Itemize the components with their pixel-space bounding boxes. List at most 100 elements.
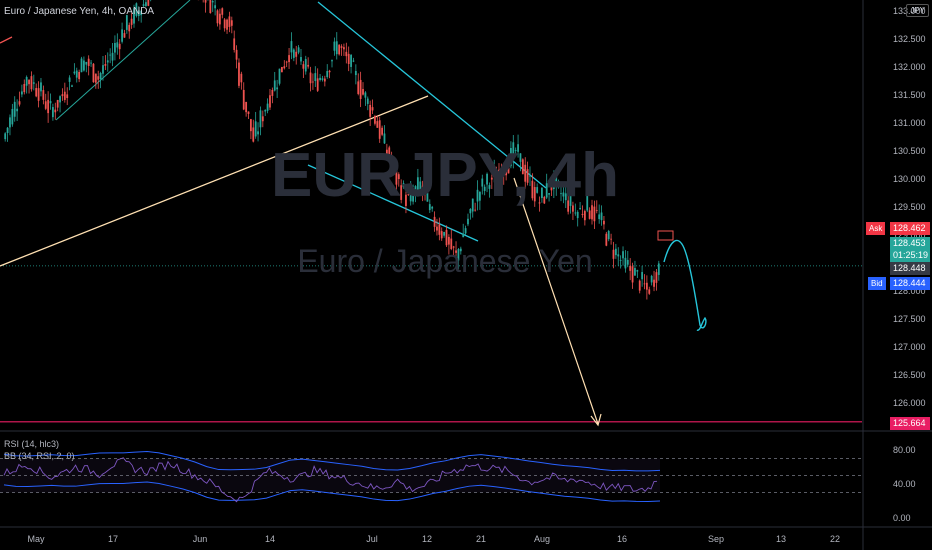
candle-body xyxy=(228,16,231,27)
candle-body xyxy=(650,275,653,283)
candle-body xyxy=(80,58,83,73)
rsi-pane xyxy=(0,450,862,503)
candle-body xyxy=(574,212,577,214)
candle-body xyxy=(467,218,469,225)
candle-body xyxy=(366,98,369,104)
candle-body xyxy=(230,20,233,26)
candle-body xyxy=(626,259,629,265)
candle-body xyxy=(214,5,217,9)
time-axis[interactable]: May 17 Jun 14 Jul 12 21 Aug 16 Sep 13 22 xyxy=(27,534,840,544)
candle-body xyxy=(478,191,481,201)
candle-body xyxy=(552,175,555,190)
candle-body xyxy=(643,283,646,285)
candle-body xyxy=(335,41,338,55)
candle-body xyxy=(416,177,419,193)
candle-body xyxy=(276,87,279,90)
currency-button[interactable]: JPY xyxy=(906,4,929,17)
candle-body xyxy=(622,251,624,259)
candle-body xyxy=(314,73,317,82)
symbol-title: Euro / Japanese Yen, 4h, OANDA xyxy=(4,6,155,17)
candle-body xyxy=(605,233,608,246)
bb-lower-band xyxy=(3,481,661,503)
candle-body xyxy=(579,207,581,210)
candle-body xyxy=(94,73,97,83)
time-tick-label: 16 xyxy=(617,534,627,544)
candle-body xyxy=(75,70,78,78)
candle-body xyxy=(414,186,417,195)
candle-body xyxy=(97,76,100,80)
time-tick-label: Jul xyxy=(366,534,378,544)
candle-body xyxy=(71,85,73,87)
candle-body xyxy=(486,173,488,185)
price-tick-label: 133.000 xyxy=(893,6,926,16)
candle-body xyxy=(25,77,28,86)
candle-body xyxy=(218,13,221,25)
bb-indicator-label[interactable]: BB (34, RSI, 2, 0) xyxy=(4,451,75,461)
channel-lower-line xyxy=(307,164,479,242)
candle-body xyxy=(252,127,255,142)
candle-body xyxy=(526,169,529,183)
candle-body xyxy=(331,60,333,62)
candle-body xyxy=(323,78,326,82)
rsi-indicator-label[interactable]: RSI (14, hlc3) xyxy=(4,439,60,449)
target-price-tag: 125.664 xyxy=(890,417,930,430)
candle-body xyxy=(44,101,47,109)
candle-body xyxy=(238,62,240,86)
candle-body xyxy=(390,159,393,166)
candle-body xyxy=(490,177,493,180)
candle-body xyxy=(63,91,66,100)
candle-body xyxy=(20,91,23,95)
forecast-arrow-head xyxy=(590,413,602,427)
candle-body xyxy=(634,268,636,276)
candle-body xyxy=(6,127,9,134)
candle-body xyxy=(87,58,90,66)
candle-body xyxy=(393,163,395,165)
candle-body xyxy=(388,147,391,161)
candle-body xyxy=(142,4,145,6)
price-tick-label: 126.500 xyxy=(893,370,926,380)
candle-body xyxy=(254,121,257,137)
candle-body xyxy=(376,121,379,128)
candle-body xyxy=(352,60,355,62)
candle-body xyxy=(533,187,536,202)
forecast-arrow-line xyxy=(513,177,599,425)
long-trend-line xyxy=(0,95,429,267)
candle-body xyxy=(507,166,510,174)
candle-body xyxy=(624,257,627,269)
time-tick-label: Aug xyxy=(534,534,550,544)
rsi-tick-label: 40.00 xyxy=(893,479,916,489)
candle-body xyxy=(521,159,524,175)
candle-body xyxy=(343,47,345,50)
candle-body xyxy=(474,209,477,211)
candle-body xyxy=(240,73,243,83)
candle-body xyxy=(204,0,207,3)
candle-body xyxy=(564,193,567,201)
candle-body xyxy=(278,68,281,84)
candle-body xyxy=(493,167,496,175)
candle-body xyxy=(483,186,486,191)
candle-body xyxy=(304,59,307,72)
price-tick-label: 129.500 xyxy=(893,202,926,212)
candle-body xyxy=(517,144,519,152)
candle-body xyxy=(209,0,212,14)
candle-body xyxy=(567,200,570,212)
candle-body xyxy=(383,133,386,144)
candle-body xyxy=(261,116,264,122)
candle-body xyxy=(140,10,143,16)
candle-body xyxy=(350,54,352,67)
candle-body xyxy=(221,8,224,15)
candle-body xyxy=(557,181,560,187)
candle-body xyxy=(593,206,596,222)
candle-body xyxy=(524,164,527,182)
projection-curve xyxy=(663,239,707,331)
ask-label: Ask xyxy=(866,222,886,235)
candle-body xyxy=(326,71,329,78)
candle-body xyxy=(648,289,651,294)
candle-body xyxy=(359,79,362,99)
candle-body xyxy=(54,109,57,113)
candle-body xyxy=(505,170,508,176)
drawing-layer[interactable] xyxy=(0,0,862,427)
candle-body xyxy=(266,103,269,111)
